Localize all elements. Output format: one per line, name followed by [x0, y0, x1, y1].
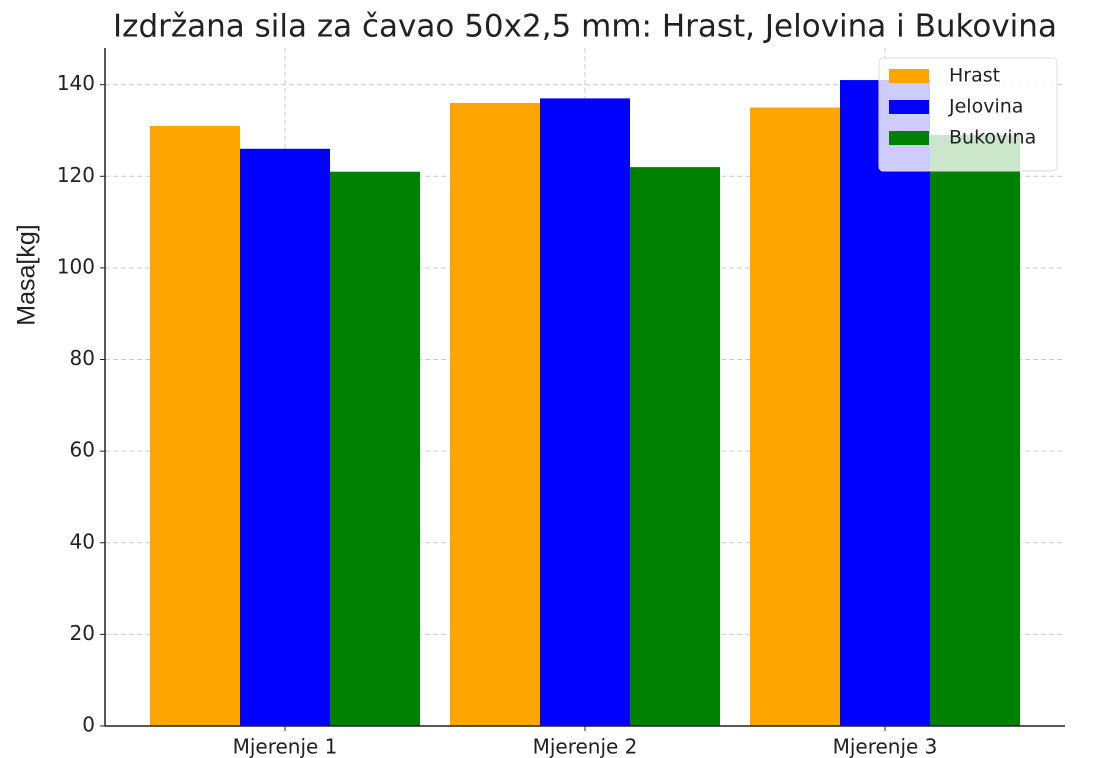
bar — [150, 125, 240, 727]
y-tick-label: 20 — [70, 621, 95, 645]
bar — [750, 107, 840, 726]
y-tick-label: 120 — [57, 163, 95, 187]
bar — [450, 102, 540, 727]
bar — [930, 135, 1020, 727]
legend-label: Hrast — [949, 65, 1000, 87]
bar — [540, 98, 630, 726]
x-tick-label: Mjerenje 3 — [833, 735, 938, 758]
legend-label: Bukovina — [949, 127, 1036, 149]
bar — [240, 148, 330, 726]
y-tick-label: 60 — [70, 438, 95, 462]
legend-swatch — [889, 131, 929, 145]
y-tick-label: 140 — [57, 71, 95, 95]
legend: Hrast Jelovina Bukovina — [878, 57, 1058, 172]
y-tick-label: 0 — [82, 713, 95, 737]
legend-swatch — [889, 100, 929, 114]
legend-label: Jelovina — [948, 96, 1023, 118]
y-axis-label: Masa[kg] — [13, 224, 41, 325]
legend-swatch — [889, 69, 929, 83]
bar — [840, 80, 930, 726]
y-tick-label: 80 — [70, 346, 95, 370]
x-tick-label: Mjerenje 1 — [233, 735, 338, 758]
y-tick-label: 40 — [70, 529, 95, 553]
y-tick-label: 100 — [57, 254, 95, 278]
bar — [630, 167, 720, 727]
bar — [330, 171, 420, 726]
x-tick-label: Mjerenje 2 — [533, 735, 638, 758]
chart-title: Izdržana sila za čavao 50x2,5 mm: Hrast,… — [113, 9, 1057, 45]
